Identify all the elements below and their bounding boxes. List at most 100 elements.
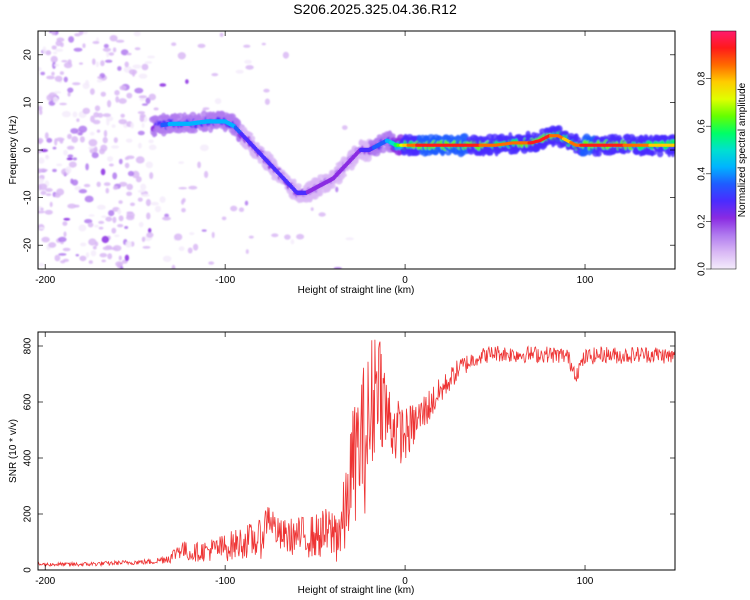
spectrogram-cell bbox=[102, 136, 108, 144]
spectrogram-cell bbox=[67, 87, 74, 93]
spectrogram-cell bbox=[88, 260, 93, 264]
spectrogram-cell bbox=[101, 235, 110, 244]
spectrogram-cell bbox=[211, 73, 219, 77]
spectrogram-cell bbox=[96, 129, 101, 133]
spectrogram-cell bbox=[80, 242, 87, 247]
spectrogram-cell bbox=[88, 238, 97, 246]
spectrogram-y-label: Frequency (Hz) bbox=[8, 116, 19, 185]
spectrogram-cell bbox=[103, 43, 109, 49]
spectrogram-cell bbox=[51, 45, 57, 50]
spectrogram-image bbox=[38, 31, 675, 269]
spectrogram-cell bbox=[112, 216, 117, 224]
spectrogram-cell bbox=[389, 133, 396, 139]
spectrogram-cell bbox=[68, 36, 75, 43]
y-tick-label: 800 bbox=[23, 337, 34, 354]
spectrogram-cell bbox=[141, 63, 149, 71]
colorbar: 0.0 0.2 0.4 0.6 0.8 Normalized spectral ampl… bbox=[697, 30, 748, 276]
spectrogram-cell bbox=[38, 226, 45, 230]
spectrogram-cell bbox=[128, 69, 138, 75]
spectrogram-cell bbox=[46, 137, 53, 143]
spectrogram-cell bbox=[141, 103, 148, 106]
spectrogram-cell bbox=[44, 209, 53, 215]
spectrogram-cell bbox=[54, 75, 63, 82]
spectrogram-cell bbox=[126, 92, 133, 99]
snr-y-label: SNR (10 * v/v) bbox=[8, 419, 19, 483]
spectrogram-cell bbox=[38, 178, 44, 184]
spectrogram-cell bbox=[72, 157, 77, 161]
spectrogram-cell bbox=[60, 260, 66, 264]
spectrogram-cell bbox=[61, 60, 68, 63]
spectrogram-cell bbox=[147, 55, 156, 59]
colorbar-tick-label: 0.0 bbox=[697, 262, 708, 276]
colorbar-tick-label: 0.8 bbox=[697, 71, 708, 85]
spectrogram-cell bbox=[38, 67, 42, 72]
snr-frame bbox=[37, 331, 676, 571]
spectrogram-cell bbox=[92, 41, 100, 44]
spectrogram-cell bbox=[79, 136, 85, 143]
spectrogram-cell bbox=[318, 212, 326, 217]
spectrogram-cell bbox=[124, 254, 130, 262]
colorbar-tick-label: 0.2 bbox=[697, 214, 708, 228]
spectrogram-cell bbox=[145, 199, 151, 207]
spectrogram-cell bbox=[88, 214, 95, 217]
spectrogram-cell bbox=[245, 249, 249, 254]
spectrogram-cell bbox=[82, 82, 90, 90]
spectrogram-cell bbox=[130, 122, 134, 129]
spectrogram-cell bbox=[132, 64, 142, 69]
y-tick-label: -10 bbox=[23, 190, 34, 205]
colorbar-tick-label: 0.4 bbox=[697, 166, 708, 180]
spectrogram-cell bbox=[178, 161, 185, 165]
spectrogram-cell bbox=[200, 110, 208, 117]
x-tick-label: -200 bbox=[35, 576, 55, 587]
spectrogram-cell bbox=[264, 98, 270, 105]
spectrogram-cell bbox=[197, 161, 202, 169]
spectrogram-cell bbox=[595, 150, 602, 157]
spectrogram-cell bbox=[54, 63, 60, 67]
spectrogram-cell bbox=[103, 130, 108, 137]
spectrogram-cell bbox=[202, 107, 210, 110]
spectrogram-cell bbox=[197, 43, 206, 49]
snr-panel: -200 -100 0 100 0 200 400 600 800 Height of str… bbox=[8, 331, 676, 596]
spectrogram-cell bbox=[310, 207, 314, 212]
colorbar-ticks: 0.0 0.2 0.4 0.6 0.8 bbox=[697, 71, 711, 276]
spectrogram-cell bbox=[39, 109, 43, 115]
spectrogram-cell bbox=[178, 246, 185, 252]
spectrogram-cell bbox=[114, 90, 120, 96]
spectrogram-cell bbox=[78, 31, 84, 36]
spectrogram-cell bbox=[56, 163, 63, 167]
spectrogram-cell bbox=[117, 208, 122, 215]
spectrogram-cell bbox=[125, 138, 133, 143]
spectrogram-cell bbox=[88, 139, 98, 147]
spectrogram-cell bbox=[74, 186, 82, 191]
spectrogram-cell bbox=[171, 264, 176, 269]
spectrogram-cell bbox=[41, 236, 50, 243]
spectrogram-cell bbox=[84, 195, 94, 203]
spectrogram-cell bbox=[76, 118, 80, 122]
spectrogram-cell bbox=[94, 224, 99, 228]
x-tick-label: 100 bbox=[577, 576, 594, 587]
spectrogram-cell bbox=[130, 202, 135, 207]
spectrogram-cell bbox=[99, 253, 108, 258]
spectrogram-cell bbox=[40, 71, 45, 76]
spectrogram-cell bbox=[74, 33, 81, 37]
spectrogram-cell bbox=[137, 189, 146, 193]
spectrogram-cell bbox=[105, 216, 113, 222]
spectrogram-cell bbox=[54, 254, 61, 262]
spectrogram-cell bbox=[117, 224, 124, 228]
spectrogram-cell bbox=[137, 111, 145, 115]
spectrogram-cell bbox=[345, 237, 355, 241]
spectrogram-cell bbox=[379, 146, 387, 154]
spectrogram-cell bbox=[45, 50, 52, 56]
spectrogram-cell bbox=[52, 168, 57, 173]
x-tick-label: -100 bbox=[215, 576, 235, 587]
spectrogram-cell bbox=[138, 221, 144, 228]
spectrogram-cell bbox=[85, 163, 89, 171]
spectrogram-cell bbox=[125, 240, 132, 248]
spectrogram-cell bbox=[138, 73, 148, 79]
spectrogram-cell bbox=[91, 152, 99, 159]
spectrogram-cell bbox=[138, 95, 147, 99]
spectrogram-cell bbox=[149, 172, 154, 180]
spectrogram-cell bbox=[78, 224, 87, 232]
spectrogram-cell bbox=[90, 88, 95, 95]
y-tick-label: 400 bbox=[23, 449, 34, 466]
